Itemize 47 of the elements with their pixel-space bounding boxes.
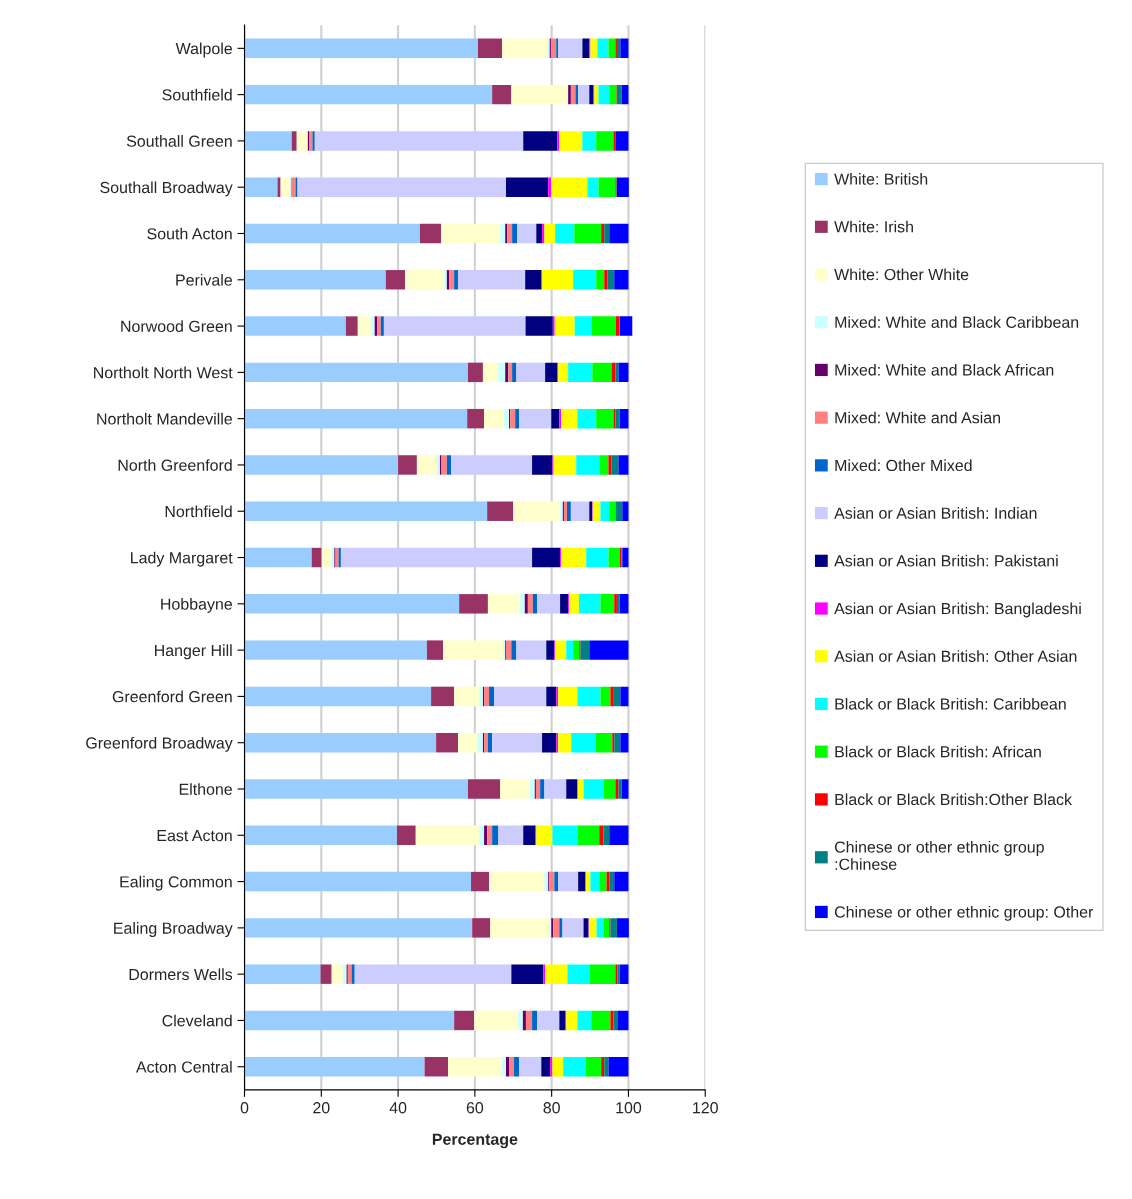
legend-label: Mixed: White and Black African	[835, 363, 1054, 376]
y-tick-label: Norwood Green	[121, 320, 232, 333]
y-tick-label: South Acton	[147, 227, 232, 240]
legend-label: White: British	[834, 173, 928, 185]
legend-label: Asian or Asian British: Bangladeshi	[834, 602, 1081, 618]
x-tick-label: 120	[693, 1102, 718, 1114]
legend-label: Black or Black British: African	[835, 745, 1041, 758]
legend-label: White: Irish	[834, 220, 913, 233]
x-tick-label: 100	[616, 1102, 642, 1114]
legend-label: Asian or Asian British: Other Asian	[834, 650, 1077, 662]
x-axis-title: Percentage	[432, 1133, 518, 1149]
y-tick-label: Southall Green	[126, 135, 232, 147]
y-tick-label: Acton Central	[135, 1060, 232, 1073]
y-tick-label: Ealing Broadway	[114, 922, 233, 937]
y-tick-label: Elthone	[179, 783, 232, 795]
y-tick-label: North Greenford	[118, 459, 232, 471]
legend-label: Mixed: Other Mixed	[835, 459, 972, 472]
legend-label: Chinese or other ethnic group: Other	[834, 905, 1094, 921]
legend-label: Chinese or other ethnic group :Chinese	[834, 841, 1044, 870]
x-tick-label: 20	[313, 1102, 330, 1114]
y-tick-label: Greenford Green	[112, 690, 232, 703]
y-tick-label: Hanger Hill	[155, 644, 232, 660]
y-tick-label: Hobbayne	[161, 598, 232, 613]
y-tick-label: Dormers Wells	[129, 968, 233, 981]
legend-label: White: Other White	[834, 268, 969, 281]
x-tick-label: 40	[389, 1102, 407, 1114]
x-tick-label: 60	[466, 1102, 484, 1114]
x-tick-label: 80	[543, 1102, 560, 1114]
y-tick-label: Ealing Common	[120, 875, 232, 891]
y-tick-label: Southall Broadway	[100, 181, 233, 197]
legend-label: Black or Black British: Caribbean	[835, 697, 1066, 710]
y-tick-label: Perivale	[176, 274, 232, 286]
y-tick-label: Northfield	[165, 505, 232, 518]
legend-label: Mixed: White and Asian	[835, 411, 1000, 424]
y-tick-label: East Acton	[157, 830, 232, 842]
y-tick-label: Greenford Broadway	[86, 736, 233, 752]
y-tick-label: Northolt North West	[94, 366, 233, 379]
legend-label: Mixed: White and Black Caribbean	[835, 316, 1079, 328]
legend-label: Black or Black British:Other Black	[835, 793, 1073, 806]
x-tick-label: 0	[240, 1102, 249, 1114]
legend-label: Asian or Asian British: Indian	[834, 507, 1037, 519]
y-tick-label: Walpole	[175, 42, 232, 58]
legend-label: Asian or Asian British: Pakistani	[834, 554, 1058, 567]
y-tick-label: Northolt Mandeville	[97, 412, 232, 425]
y-tick-label: Cleveland	[162, 1014, 232, 1027]
y-tick-label: Southfield	[162, 88, 232, 101]
y-tick-label: Lady Margaret	[131, 551, 233, 567]
